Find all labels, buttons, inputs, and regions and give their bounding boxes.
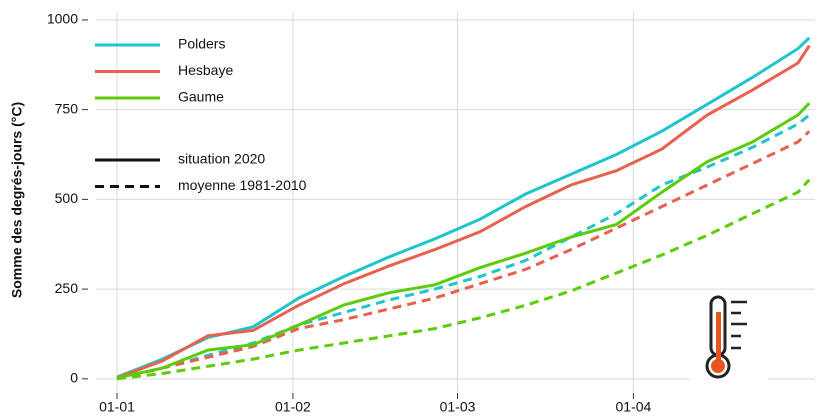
y-tick-label: 0 <box>70 370 78 386</box>
y-tick-label: 250 <box>55 280 79 296</box>
mean-line <box>116 178 811 381</box>
y-tick-label: 500 <box>55 190 79 206</box>
x-tick-label: 01-04 <box>616 399 652 415</box>
legend-label: moyenne 1981-2010 <box>178 177 307 193</box>
mean-line <box>116 130 811 381</box>
legend-label: Polders <box>178 36 225 52</box>
series-line <box>116 44 811 380</box>
series-line <box>116 36 811 379</box>
x-tick-label: 01-01 <box>99 399 135 415</box>
x-tick-label: 01-03 <box>440 399 476 415</box>
legend-label: situation 2020 <box>178 151 265 167</box>
x-tick-label: 01-02 <box>275 399 311 415</box>
series-line <box>116 102 811 380</box>
thermometer-icon <box>690 295 768 380</box>
y-tick-label: 1000 <box>47 11 78 27</box>
legend-label: Hesbaye <box>178 62 233 78</box>
y-axis-label: Somme des degrés-jours (°C) <box>9 102 25 298</box>
y-tick-label: 750 <box>55 100 79 116</box>
legend-label: Gaume <box>178 89 224 105</box>
